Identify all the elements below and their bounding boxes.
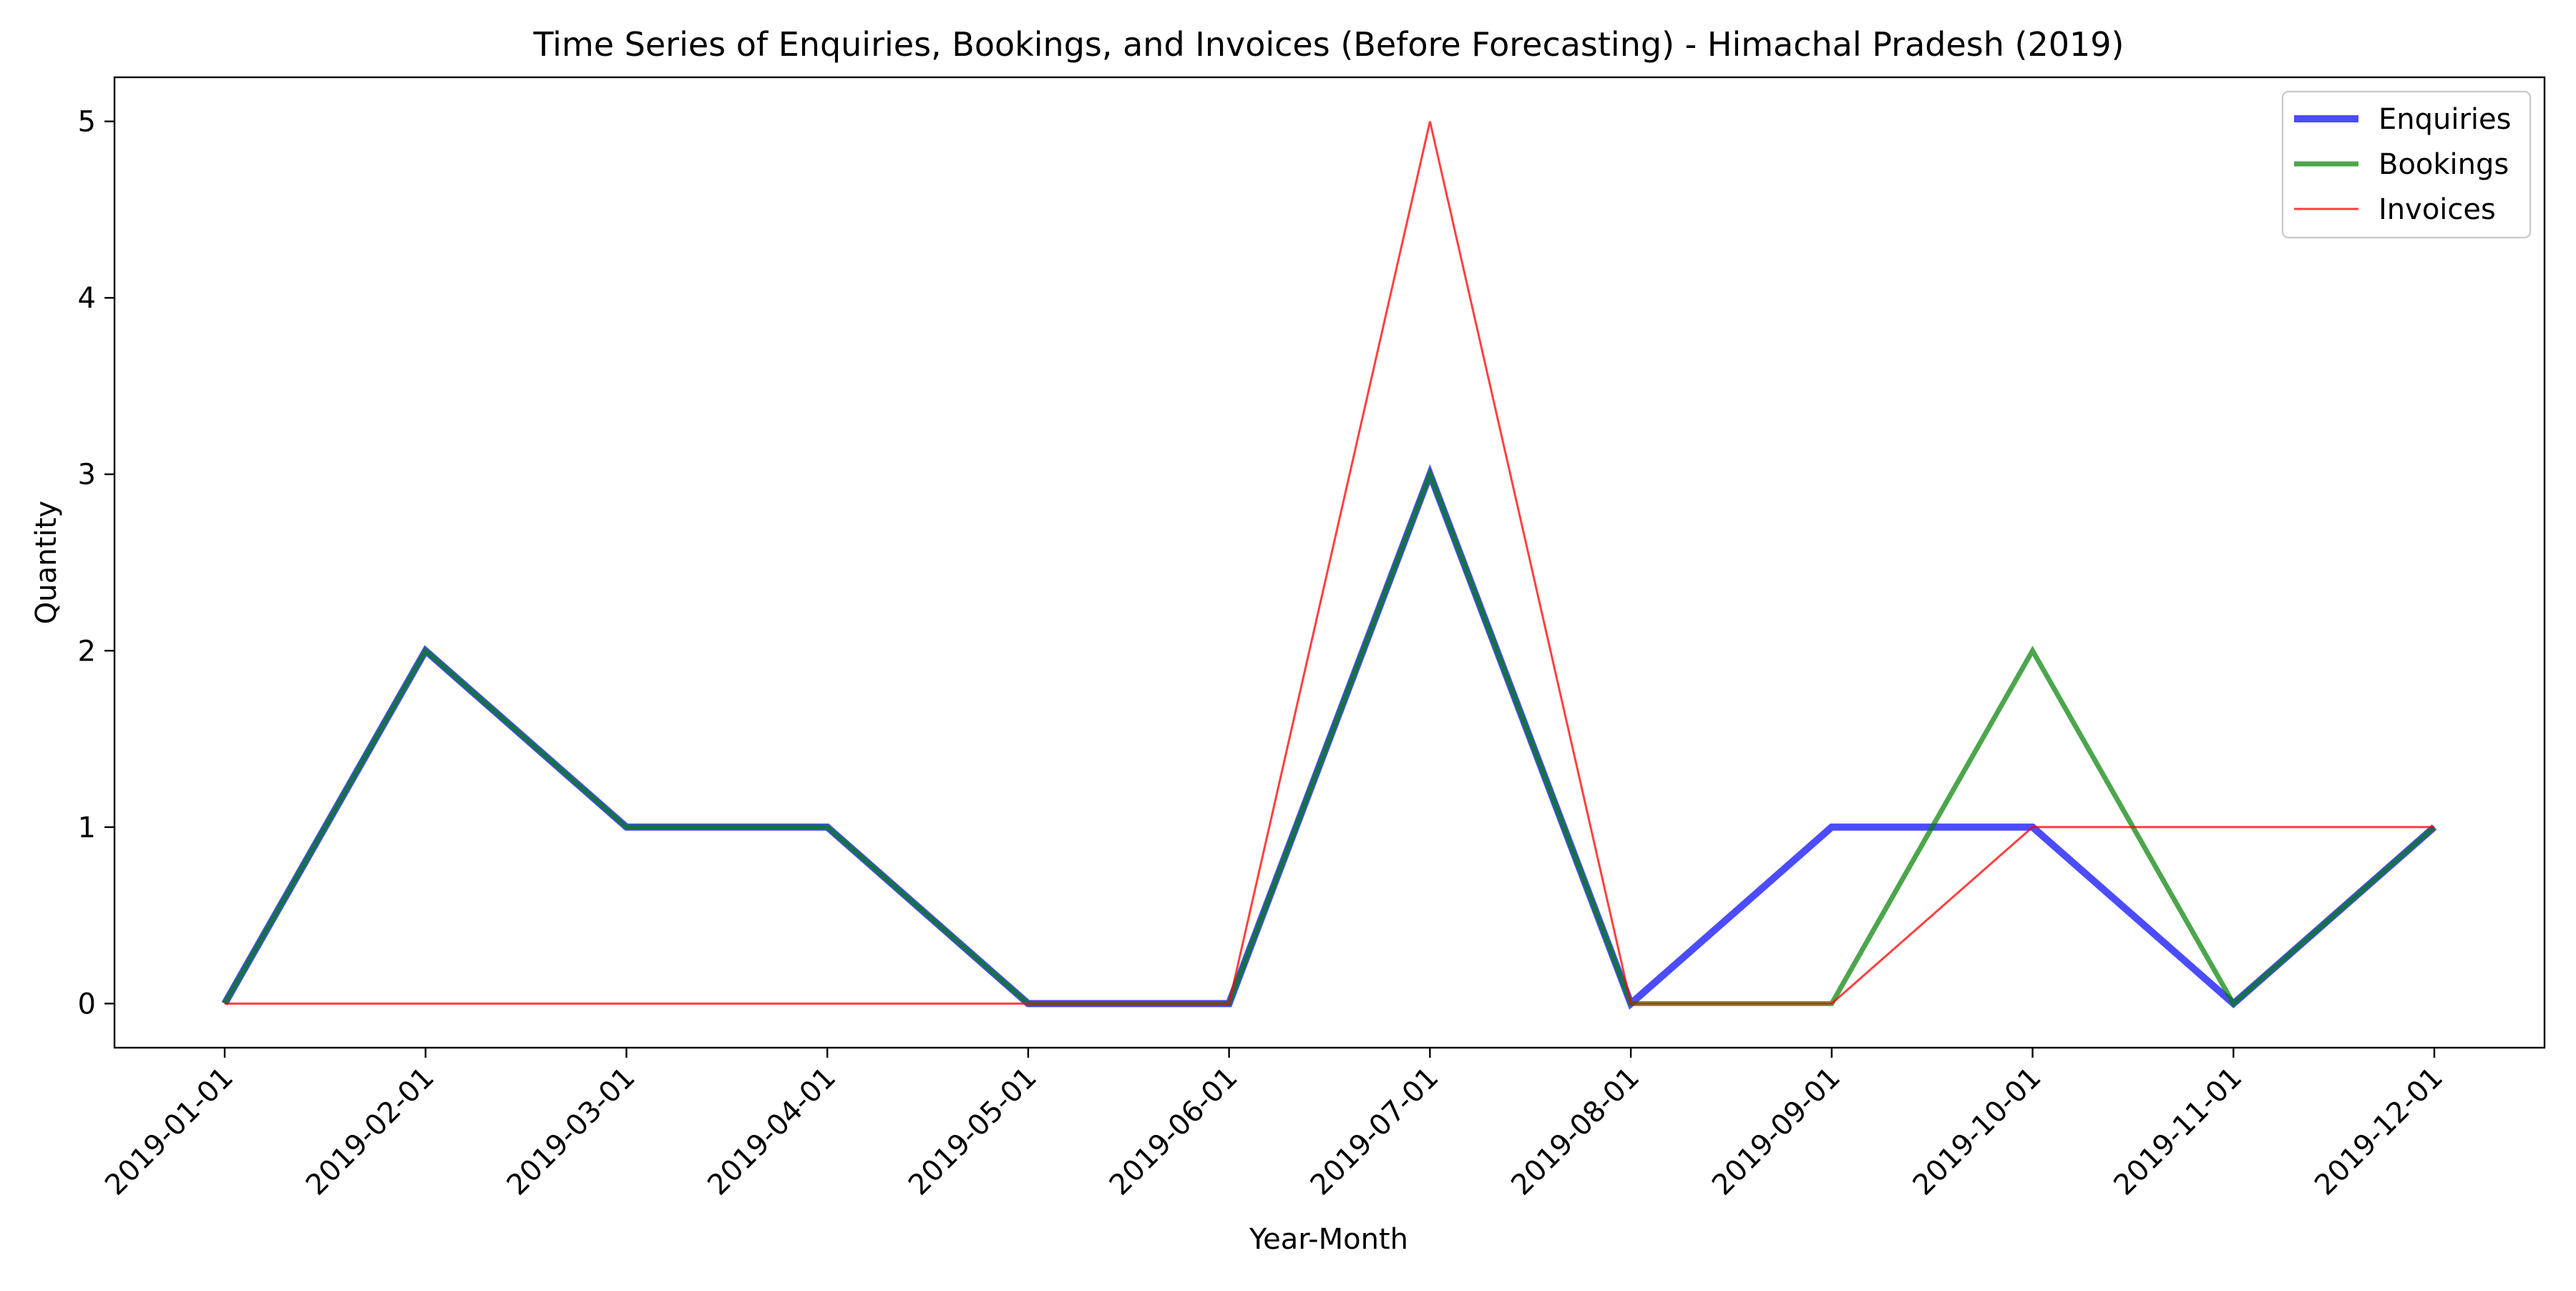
x-tick-label: 2019-09-01 <box>1706 1061 1847 1202</box>
x-tick-label: 2019-03-01 <box>501 1061 642 1202</box>
y-axis: 0 1 2 3 4 5 <box>78 106 114 1020</box>
x-tick-label: 2019-06-01 <box>1103 1061 1244 1202</box>
x-tick-label: 2019-10-01 <box>1907 1061 2048 1202</box>
series-layer <box>221 121 2437 1010</box>
x-tick-label: 2019-01-01 <box>99 1061 240 1202</box>
x-axis-label: Year-Month <box>1249 1223 1408 1256</box>
y-axis-label: Quantity <box>30 501 63 625</box>
series-line-bookings <box>222 467 2436 1008</box>
x-tick-label: 2019-08-01 <box>1505 1061 1646 1202</box>
plot-frame <box>113 76 2546 1049</box>
y-tick-label: 5 <box>78 106 96 139</box>
legend-label-bookings: Bookings <box>2379 148 2509 181</box>
y-tick-label: 4 <box>78 282 96 315</box>
legend-label-enquiries: Enquiries <box>2379 103 2512 136</box>
y-tick-label: 1 <box>78 812 96 844</box>
legend-label-invoices: Invoices <box>2379 193 2496 226</box>
series-line-invoices <box>225 121 2434 1005</box>
x-tick-label: 2019-04-01 <box>701 1061 842 1202</box>
chart-title: Time Series of Enquiries, Bookings, and … <box>532 25 2124 64</box>
y-tick-label: 0 <box>78 988 96 1020</box>
x-tick-label: 2019-02-01 <box>300 1061 441 1202</box>
x-tick-label: 2019-05-01 <box>902 1061 1043 1202</box>
y-tick-label: 2 <box>78 635 96 668</box>
x-tick-label: 2019-07-01 <box>1304 1061 1445 1202</box>
x-tick-label: 2019-11-01 <box>2107 1061 2248 1202</box>
x-axis: 2019-01-01 2019-02-01 2019-03-01 2019-04-01… <box>99 1048 2449 1202</box>
legend: Enquiries Bookings Invoices <box>2281 90 2532 239</box>
x-tick-label: 2019-12-01 <box>2308 1061 2449 1202</box>
legend-box <box>2281 90 2532 239</box>
y-tick-label: 3 <box>78 459 96 492</box>
